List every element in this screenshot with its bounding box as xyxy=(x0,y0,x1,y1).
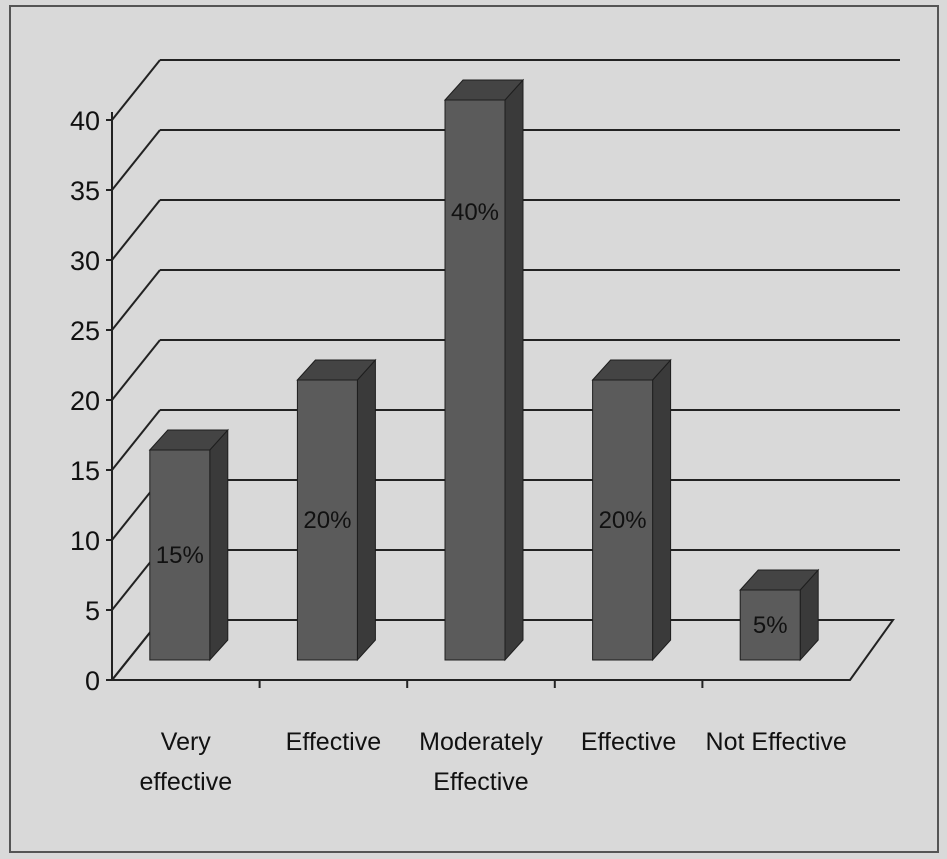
x-category-label: Effective xyxy=(581,728,676,756)
data-label: 15% xyxy=(156,542,204,569)
bar-front xyxy=(296,379,358,661)
x-category-label: Moderately Effective xyxy=(419,728,543,796)
y-tick-label: 10 xyxy=(70,526,100,556)
bar xyxy=(739,568,820,662)
y-tick-label: 15 xyxy=(70,456,100,486)
x-category-label-line: Very xyxy=(161,728,212,756)
x-category-label-line: Effective xyxy=(581,728,676,756)
data-label: 20% xyxy=(303,507,351,534)
x-category-label-line: Effective xyxy=(286,728,381,756)
y-tick-label: 30 xyxy=(70,246,100,276)
bar-side xyxy=(356,358,376,662)
x-category-label-line: Moderately xyxy=(419,728,543,756)
y-tick-label: 40 xyxy=(70,106,100,136)
bar-side xyxy=(209,428,229,662)
x-category-label: Effective xyxy=(286,728,381,756)
bar xyxy=(148,428,229,662)
gridline-slant xyxy=(111,269,161,331)
x-category-label-line: Effective xyxy=(433,768,528,796)
gridline-slant xyxy=(111,129,161,191)
y-tick-label: 20 xyxy=(70,386,100,416)
bar-front xyxy=(444,99,506,661)
y-tick-label: 25 xyxy=(70,316,100,346)
data-label: 20% xyxy=(599,507,647,534)
bar xyxy=(443,78,525,662)
gridline-slant xyxy=(111,199,161,261)
gridline-slant xyxy=(111,59,161,121)
labels: 0 5 10 15 20 25 30 35 40 15% Very effective 20% Effec… xyxy=(70,106,847,796)
bar-front xyxy=(739,589,801,661)
axes xyxy=(106,112,850,688)
y-tick-label: 5 xyxy=(85,596,100,626)
data-label: 5% xyxy=(753,612,788,639)
bar xyxy=(591,358,672,662)
y-tick-label: 35 xyxy=(70,176,100,206)
gridline-slant xyxy=(111,409,161,471)
x-category-label: Very effective xyxy=(139,728,232,796)
chart-border xyxy=(9,5,939,853)
bar-front xyxy=(149,449,211,661)
y-tick-label: 0 xyxy=(85,666,100,696)
bar-front xyxy=(592,379,654,661)
bar xyxy=(296,358,377,662)
x-category-label: Not Effective xyxy=(706,728,847,756)
data-label: 40% xyxy=(451,199,499,226)
x-category-label-line: effective xyxy=(139,768,232,796)
bar-side xyxy=(652,358,672,662)
bar-side xyxy=(504,78,524,662)
x-category-label-line: Not Effective xyxy=(706,728,847,756)
bars xyxy=(148,78,820,662)
gridline-slant xyxy=(111,339,161,401)
